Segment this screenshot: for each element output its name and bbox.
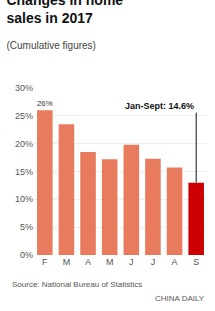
svg-text:Source: National Bureau of Sta: Source: National Bureau of Statistics xyxy=(12,280,142,289)
svg-text:25%: 25% xyxy=(15,111,33,121)
svg-text:(Cumulative figures): (Cumulative figures) xyxy=(6,40,95,51)
svg-text:M: M xyxy=(63,257,71,267)
svg-text:26%: 26% xyxy=(37,99,53,108)
svg-text:J: J xyxy=(129,257,134,267)
svg-text:30%: 30% xyxy=(15,83,33,93)
svg-text:F: F xyxy=(42,257,48,267)
svg-text:M: M xyxy=(106,257,114,267)
svg-text:S: S xyxy=(193,257,199,267)
svg-text:10%: 10% xyxy=(15,194,33,204)
svg-text:A: A xyxy=(172,257,178,267)
svg-text:20%: 20% xyxy=(15,139,33,149)
svg-text:J: J xyxy=(151,257,156,267)
svg-text:CHINA DAILY: CHINA DAILY xyxy=(155,294,205,303)
svg-text:15%: 15% xyxy=(15,167,33,177)
svg-text:Jan-Sept: 14.6%: Jan-Sept: 14.6% xyxy=(125,101,194,111)
svg-text:5%: 5% xyxy=(20,222,33,232)
svg-text:0%: 0% xyxy=(20,250,33,260)
svg-text:A: A xyxy=(85,257,91,267)
svg-text:Changes in homesales in 2017: Changes in homesales in 2017 xyxy=(6,0,123,26)
